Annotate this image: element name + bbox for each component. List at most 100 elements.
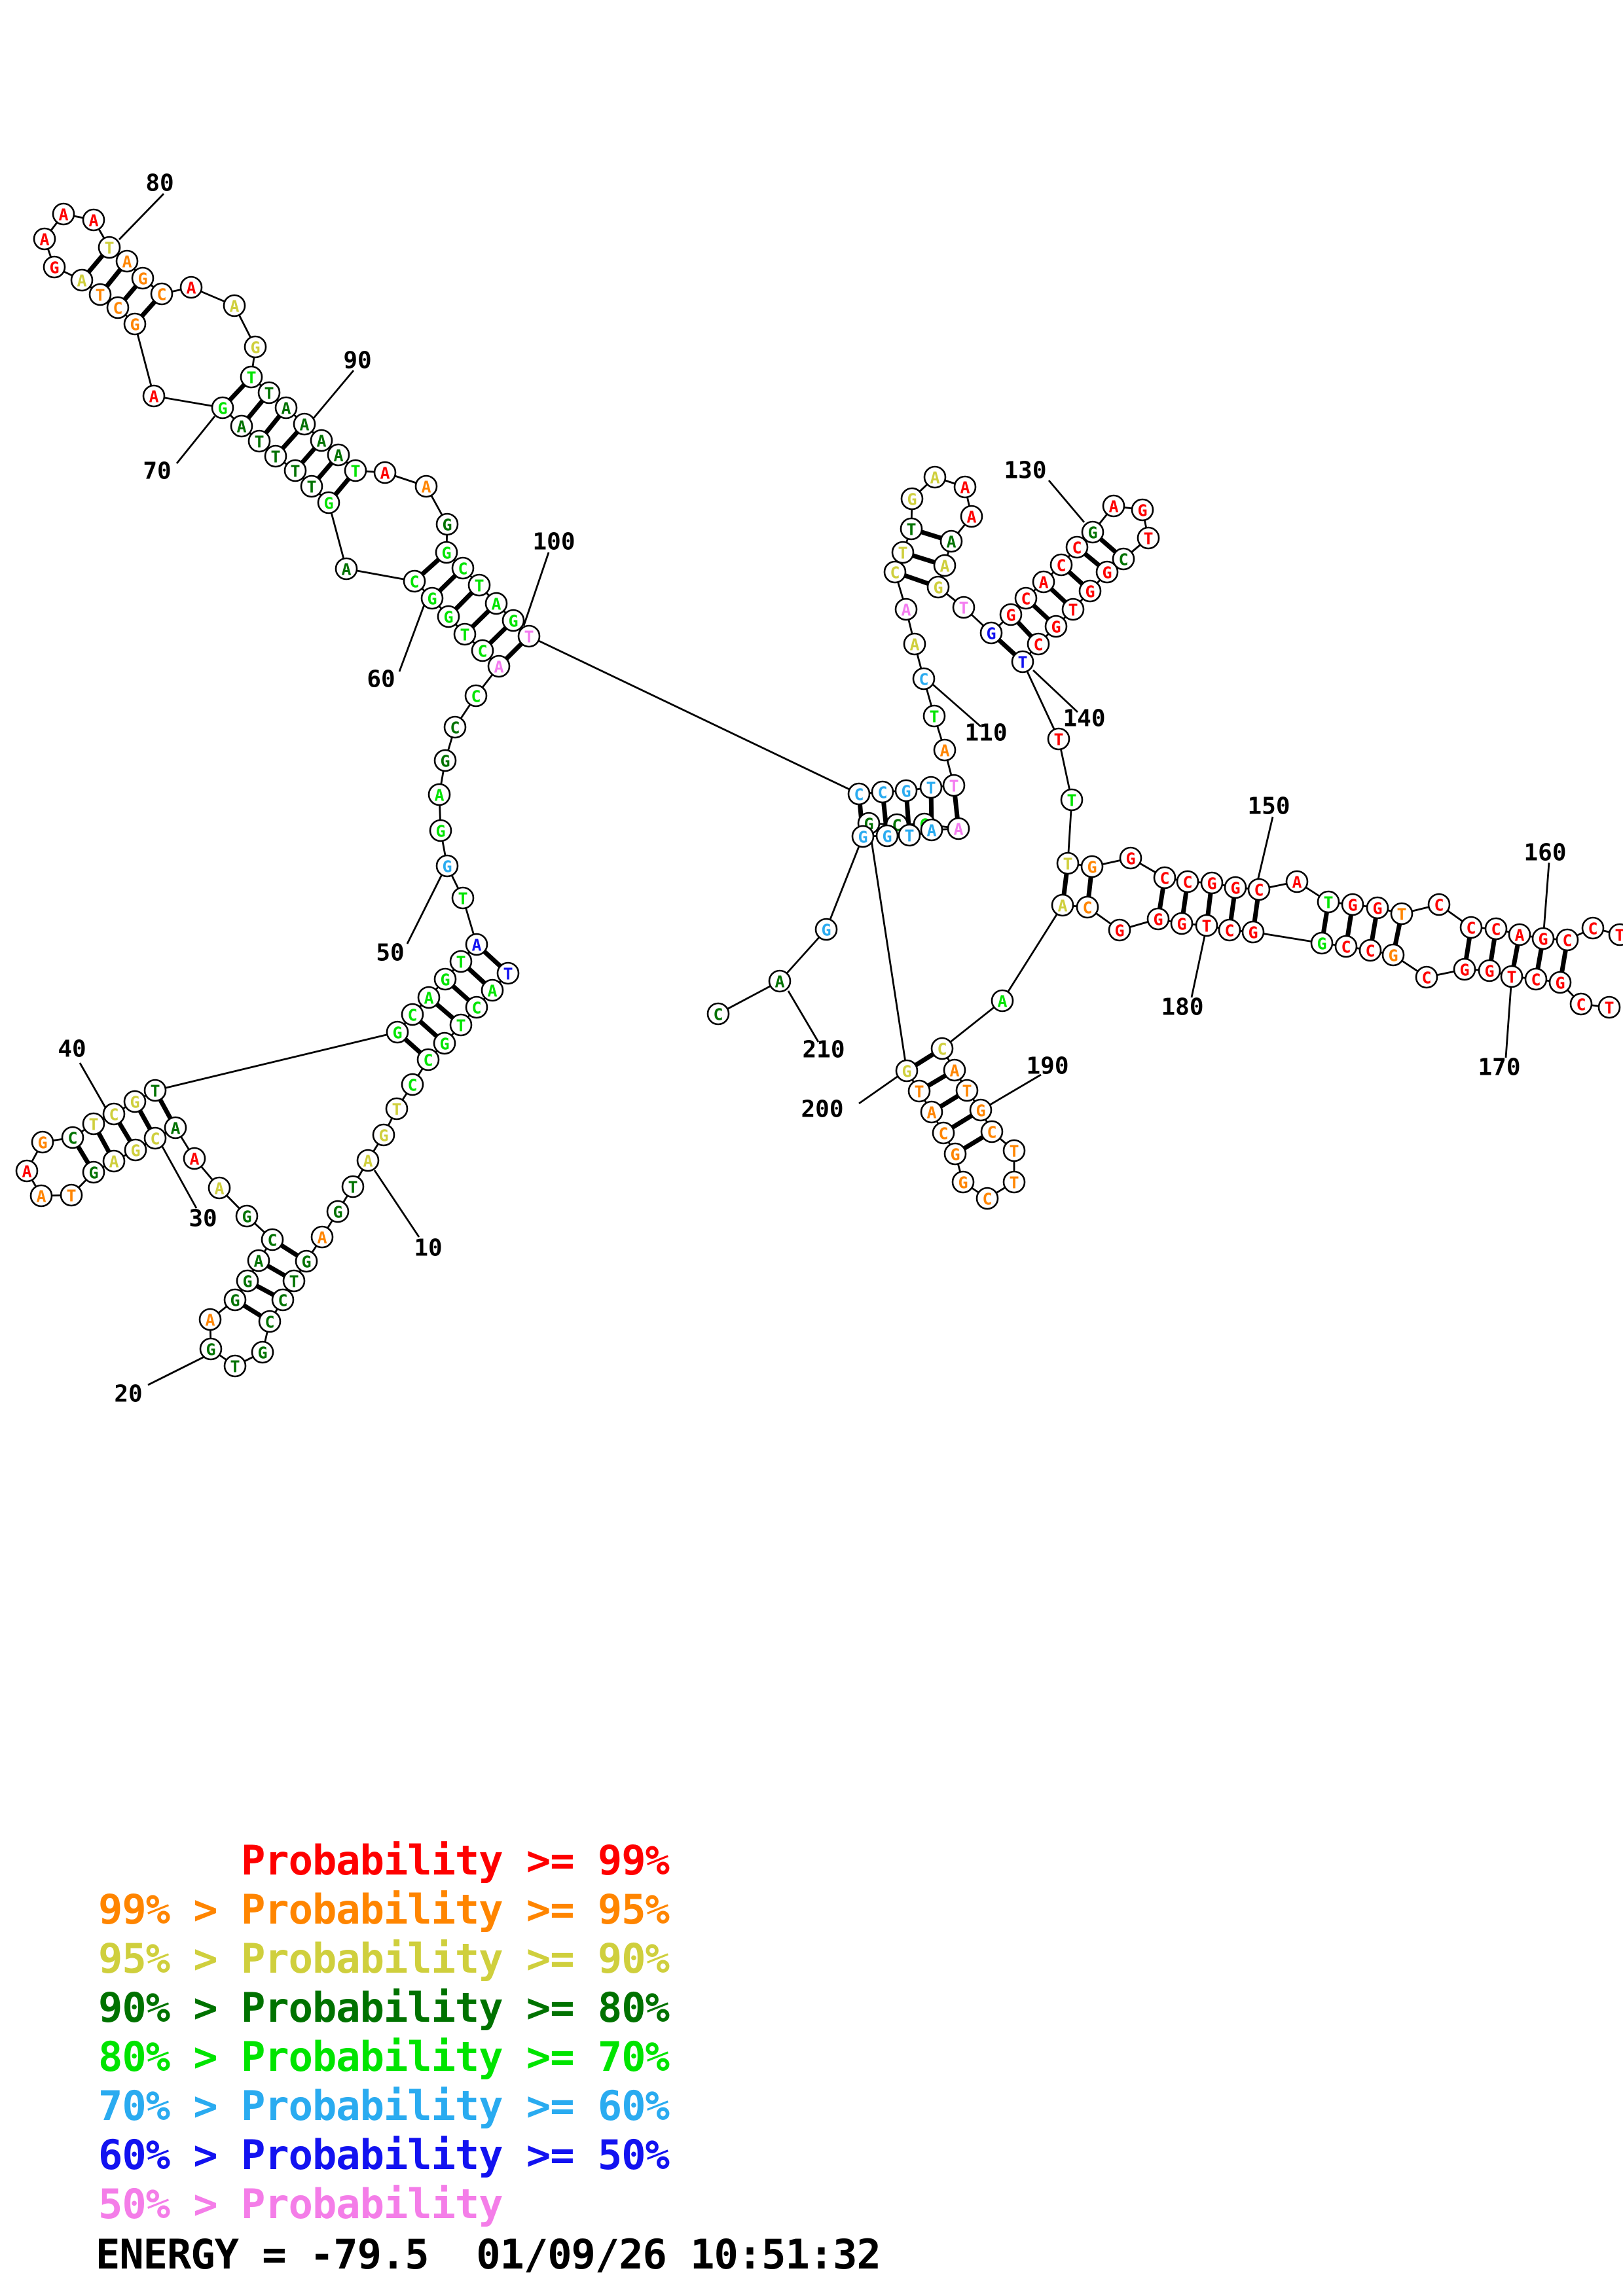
nucleotide-letter: C (267, 1231, 277, 1250)
nucleotide-circle (403, 569, 426, 593)
nucleotide-letter: G (1102, 564, 1112, 583)
nucleotide-circle (102, 1149, 126, 1173)
nucleotide-letter: T (1068, 601, 1078, 620)
nucleotide-letter: A (214, 1179, 224, 1198)
nucleotide-circle (1478, 959, 1501, 982)
nucleotide-circle (258, 1310, 282, 1333)
nucleotide-circle (29, 1184, 53, 1208)
nucleotide-circle (247, 429, 271, 453)
position-label: 50 (376, 940, 404, 967)
position-label: 30 (189, 1206, 217, 1232)
nucleotide-circle (257, 381, 281, 404)
backbone-segment (825, 836, 864, 930)
nucleotide-circle (416, 1048, 440, 1071)
nucleotide-letter: A (960, 478, 970, 497)
nucleotide-circle (1597, 996, 1621, 1019)
label-leader-line (1032, 669, 1078, 713)
backbone-segment (867, 823, 908, 1071)
nucleotide-circle (150, 282, 173, 306)
label-leader-line (1504, 985, 1512, 1058)
nucleotide-circle (235, 1204, 259, 1228)
nucleotide-circle (143, 1126, 167, 1150)
nucleotide-letter: C (423, 1051, 433, 1070)
nucleotide-circle (373, 461, 397, 484)
nucleotide-letter: G (250, 338, 260, 357)
nucleotide-letter: A (77, 272, 86, 291)
nucleotide-circle (1556, 928, 1579, 952)
nucleotide-circle (1415, 965, 1438, 989)
nucleotide-letter: C (1159, 869, 1169, 888)
nucleotide-letter: A (424, 989, 433, 1008)
backbone-segment (327, 502, 348, 569)
nucleotide-circle (414, 475, 438, 498)
nucleotide-circle (471, 639, 494, 662)
nucleotide-letter: G (1317, 935, 1326, 954)
nucleotide-circle (1060, 788, 1084, 812)
backbone-segment (941, 999, 1003, 1050)
nucleotide-circle (1002, 1139, 1026, 1162)
nucleotide-circle (920, 818, 943, 842)
nucleotide-circle (922, 704, 946, 728)
nucleotide-letter: A (494, 658, 503, 677)
nucleotide-letter: C (1491, 920, 1501, 939)
nucleotide-letter: C (477, 642, 487, 661)
position-number-labels: 10 20 30 40 50 60 70 80 90 100 110 130 140 150 160 170 1… (58, 170, 1566, 1408)
nucleotide-letter: C (450, 719, 460, 738)
nucleotide-circle (327, 443, 350, 467)
nucleotide-circle (920, 1100, 943, 1124)
nucleotide-letter: T (456, 1016, 465, 1035)
nucleotide-letter: A (122, 253, 132, 272)
label-leader-line (406, 872, 444, 944)
legend-row: 95% > Probability >= 90% (98, 1935, 670, 1982)
nucleotide-circle (198, 1308, 222, 1331)
nucleotide-circle (976, 1187, 999, 1210)
nucleotide-circle (900, 517, 923, 541)
nucleotide-letter: C (890, 564, 900, 583)
label-leader-line (175, 416, 216, 464)
nucleotide-circle (433, 1031, 456, 1055)
nucleotide-circle (223, 294, 246, 317)
label-leader-line (858, 1075, 899, 1105)
nucleotide-circle (1531, 927, 1555, 950)
nucleotide-letter: A (170, 1119, 180, 1138)
nucleotide-circle (1027, 632, 1050, 656)
nucleotide-circle (487, 655, 511, 678)
nucleotide-letter: G (130, 1141, 140, 1160)
nucleotide-circle (274, 396, 298, 420)
nucleotide-letter: T (1614, 926, 1623, 945)
nucleotide-letter: C (409, 573, 419, 592)
nucleotide-letter: C (407, 1076, 417, 1095)
nucleotide-letter: T (904, 827, 914, 846)
nucleotide-circle (1153, 866, 1176, 889)
nucleotide-letter: G (1555, 974, 1565, 993)
nucleotide-letter: A (236, 418, 246, 437)
nucleotide-circle (123, 312, 147, 336)
nucleotide-letter: A (775, 973, 784, 992)
nucleotide-circle (1119, 846, 1142, 870)
nucleotide-letter: A (487, 982, 497, 1001)
nucleotide-circle (943, 1058, 966, 1082)
position-label: 150 (1247, 793, 1290, 820)
nucleotide-circle (98, 236, 121, 259)
nucleotide-circle (31, 1130, 54, 1154)
nucleotide-letter: G (950, 1145, 960, 1164)
nucleotide-letter: T (460, 626, 469, 645)
nucleotide-letter: A (253, 1252, 263, 1271)
nucleotide-letter: A (949, 1062, 959, 1081)
nucleotide-circle (428, 783, 451, 806)
nucleotide-letter: G (1114, 922, 1124, 941)
nucleotide-letter: G (901, 782, 911, 801)
nucleotide-circle (115, 249, 139, 273)
nucleotide-letter: A (421, 478, 431, 497)
energy-timestamp-line: ENERGY = -79.5 01/09/26 10:51:32 (96, 2231, 881, 2278)
nucleotide-letter: A (1292, 873, 1302, 892)
nucleotide-letter: G (1137, 501, 1147, 520)
nucleotide-letter: C (713, 1005, 723, 1024)
nucleotide-letter: A (22, 1162, 31, 1181)
nucleotide-circle (851, 825, 875, 848)
label-leader-line (118, 193, 165, 240)
nucleotide-circle (894, 779, 918, 802)
position-label: 70 (143, 458, 171, 485)
nucleotide-circle (465, 996, 488, 1019)
